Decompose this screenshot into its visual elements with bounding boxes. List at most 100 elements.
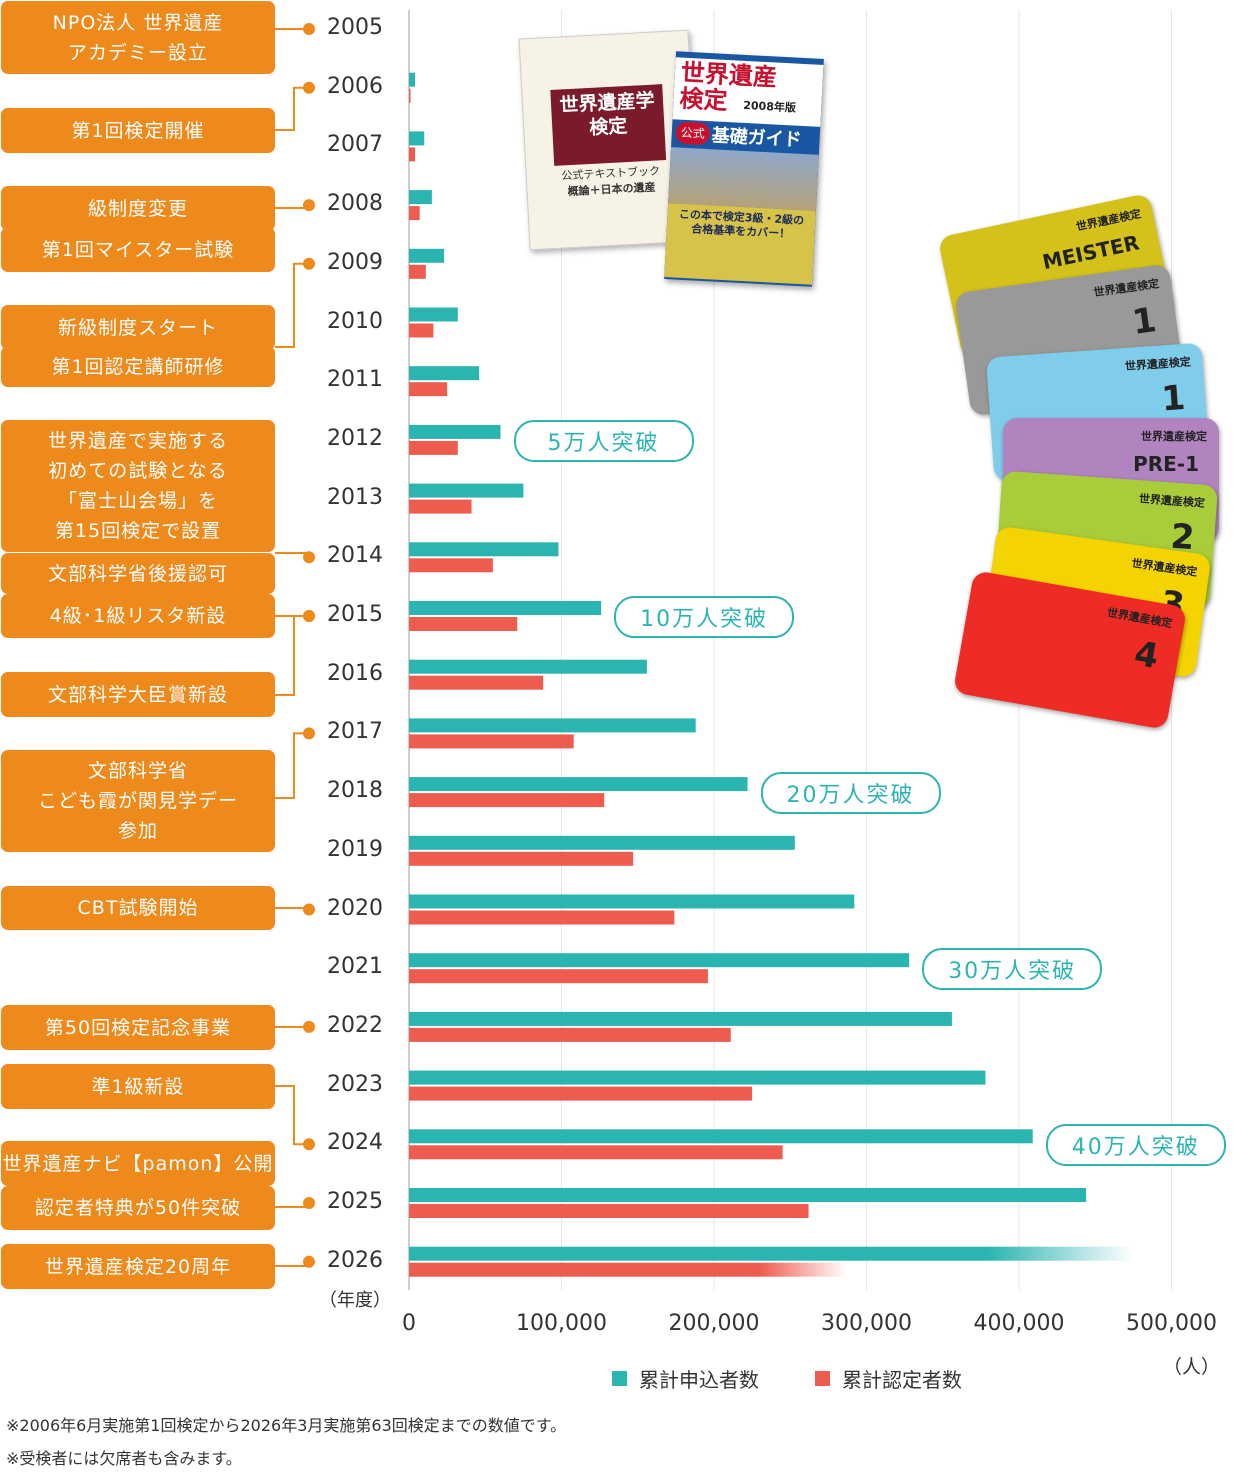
timeline-event: CBT試験開始 [1,886,275,930]
bar-certified [409,969,708,984]
bar-applicants [409,72,416,87]
legend-label-applicants: 累計申込者数 [639,1368,759,1392]
year-label: 2014 [327,543,383,569]
x-axis-unit: （人） [1163,1356,1221,1378]
bar-applicants [409,424,501,439]
x-tick-label: 300,000 [821,1311,912,1336]
bar-certified [409,88,411,103]
bar-certified [409,1145,783,1160]
legend-swatch-applicants [612,1371,627,1386]
guidebook-band: この本で検定3級・2級の 合格基準をカバー！ [664,203,816,285]
x-tick-label: 400,000 [973,1311,1065,1336]
timeline-event: 第1回認定講師研修 [1,346,275,387]
connector-dot [303,551,315,564]
bar-applicants [409,307,458,322]
card-level: PRE-1 [1133,452,1199,476]
year-label: 2023 [327,1071,383,1097]
year-label: 2013 [327,484,383,510]
year-label: 2018 [327,778,383,804]
connector-dot [303,199,315,212]
connector-dot [303,23,315,35]
bar-certified [409,910,675,925]
bar-applicants [409,542,559,557]
year-label: 2026 [327,1247,383,1273]
card-brand: 世界遺産検定 [1130,556,1199,579]
connector-dot [303,1020,315,1033]
bar-certified [409,675,544,690]
bar-certified [409,206,420,221]
card-brand: 世界遺産検定 [1138,492,1206,510]
year-label: 2007 [327,132,383,158]
card-level: MEISTER [1040,230,1142,275]
year-label: 2022 [327,1012,383,1038]
year-label: 2019 [327,836,383,862]
milestone-callout: 10万人突破 [614,596,795,638]
milestone-callout: 20万人突破 [760,772,941,815]
year-label: 2009 [327,249,383,275]
year-label: 2010 [327,308,383,334]
bar-applicants [409,190,432,205]
bar-applicants [409,366,480,381]
bar-certified [409,1086,753,1101]
guidebook-subtitle: 基礎ガイド [711,125,803,151]
bar-applicants [409,1070,986,1085]
bar-certified [409,440,458,455]
bar-applicants [409,601,602,615]
year-label: 2015 [327,602,383,627]
timeline-event: 文部科学省後援認可 [1,553,275,594]
bar-applicants [409,1011,952,1026]
connector-line [275,615,309,696]
card-brand: 世界遺産検定 [1092,277,1160,300]
bar-applicants [409,131,425,146]
milestone-callout: 5万人突破 [513,419,694,462]
connector-dot [303,610,315,622]
year-label: 2008 [327,191,383,217]
bar-applicants [409,953,910,968]
bar-certified [409,793,605,808]
bar-applicants [409,1246,1134,1261]
card-level: 1 [1129,300,1159,343]
year-label: 2017 [327,719,383,745]
connector-dot [303,1255,315,1268]
bar-certified [409,617,518,631]
bar-certified [409,851,634,866]
connector-dot [303,81,315,94]
x-tick-label: 100,000 [516,1311,607,1336]
bar-applicants [409,248,445,263]
legend-certified: 累計認定者数 [815,1364,962,1393]
x-tick-label: 0 [402,1311,416,1336]
year-label: 2020 [327,895,383,921]
timeline-event: 第50回検定記念事業 [1,1005,275,1050]
timeline-event: 文部科学省 こども霞が関見学デー 参加 [1,750,275,852]
bar-applicants [409,894,855,909]
timeline-event: 第1回検定開催 [1,108,275,153]
connector-line [275,86,309,131]
bar-certified [409,147,416,162]
year-label: 2024 [327,1130,383,1156]
card-level: 4 [1131,633,1162,678]
legend-applicants: 累計申込者数 [612,1364,759,1393]
timeline-event: 世界遺産検定20周年 [1,1244,275,1289]
card-level: 1 [1160,377,1187,420]
year-label: 2012 [327,425,383,451]
timeline-event: NPO法人 世界遺産 アカデミー設立 [1,1,275,74]
y-axis-unit: （年度） [319,1290,391,1311]
guidebook-edition: 2008年版 [742,96,797,116]
connector-dot [303,903,315,916]
card-brand: 世界遺産検定 [1105,605,1174,631]
bar-applicants [409,483,524,498]
legend-swatch-certified [815,1371,830,1386]
year-label: 2005 [327,15,383,40]
textbook-title: 世界遺産学 検定 [550,84,667,166]
timeline-event: 準1級新設 [1,1064,275,1109]
bar-certified [409,323,434,338]
x-tick-label: 500,000 [1126,1311,1217,1336]
bar-certified [409,382,448,397]
timeline-event: 第1回マイスター試験 [1,227,275,272]
connector-dot [303,257,315,270]
guidebook-tag: 公式 [675,121,711,146]
guidebook-cover: 世界遺産 検定 2008年版 公式 基礎ガイド この本で検定3級・2級の 合格基… [664,51,824,287]
connector-line [275,262,309,348]
connector-dot [303,727,315,740]
